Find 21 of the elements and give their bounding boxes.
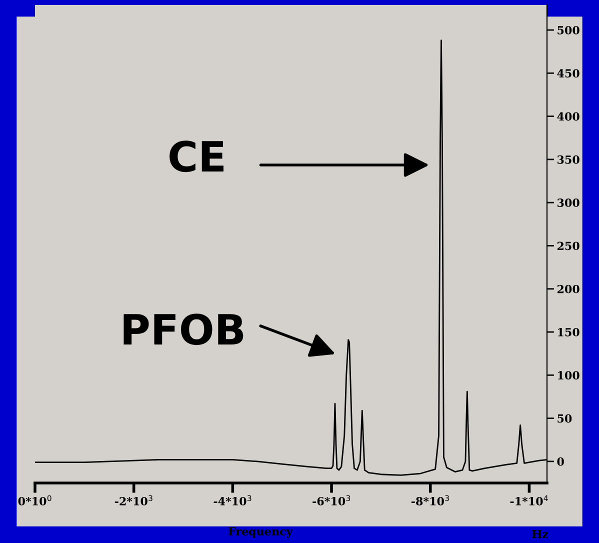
y-tick-label: 50 xyxy=(558,414,572,423)
y-tick-label: 500 xyxy=(558,26,580,34)
y-tick-label: 150 xyxy=(558,328,580,336)
x-tick-label: -6*10$^{3}$ xyxy=(312,495,350,506)
y-tick-label: 350 xyxy=(558,155,580,164)
x-tick-label: -8*10$^{3}$ xyxy=(411,495,449,506)
y-tick-label: 450 xyxy=(557,69,580,78)
y-tick-label: 200 xyxy=(557,284,580,294)
y-tick-label: 100 xyxy=(558,371,580,380)
text: Hz xyxy=(532,530,548,538)
x-tick-label: 0*10$^{0}$ xyxy=(18,495,52,506)
annotation: PFOB xyxy=(124,314,244,346)
x-tick-label: -1*10$^{4}$ xyxy=(510,495,548,506)
y-tick-label: 0 xyxy=(557,457,564,466)
x-axis-title: Frequency xyxy=(228,527,293,538)
x-tick-label: -4*10$^{3}$ xyxy=(214,495,252,506)
y-tick-label: 300 xyxy=(558,198,580,207)
annotation: CE xyxy=(170,140,224,172)
x-tick-label: -2*10$^{3}$ xyxy=(114,495,152,506)
y-tick-label: 400 xyxy=(557,112,580,121)
y-tick-label: 250 xyxy=(557,242,580,250)
